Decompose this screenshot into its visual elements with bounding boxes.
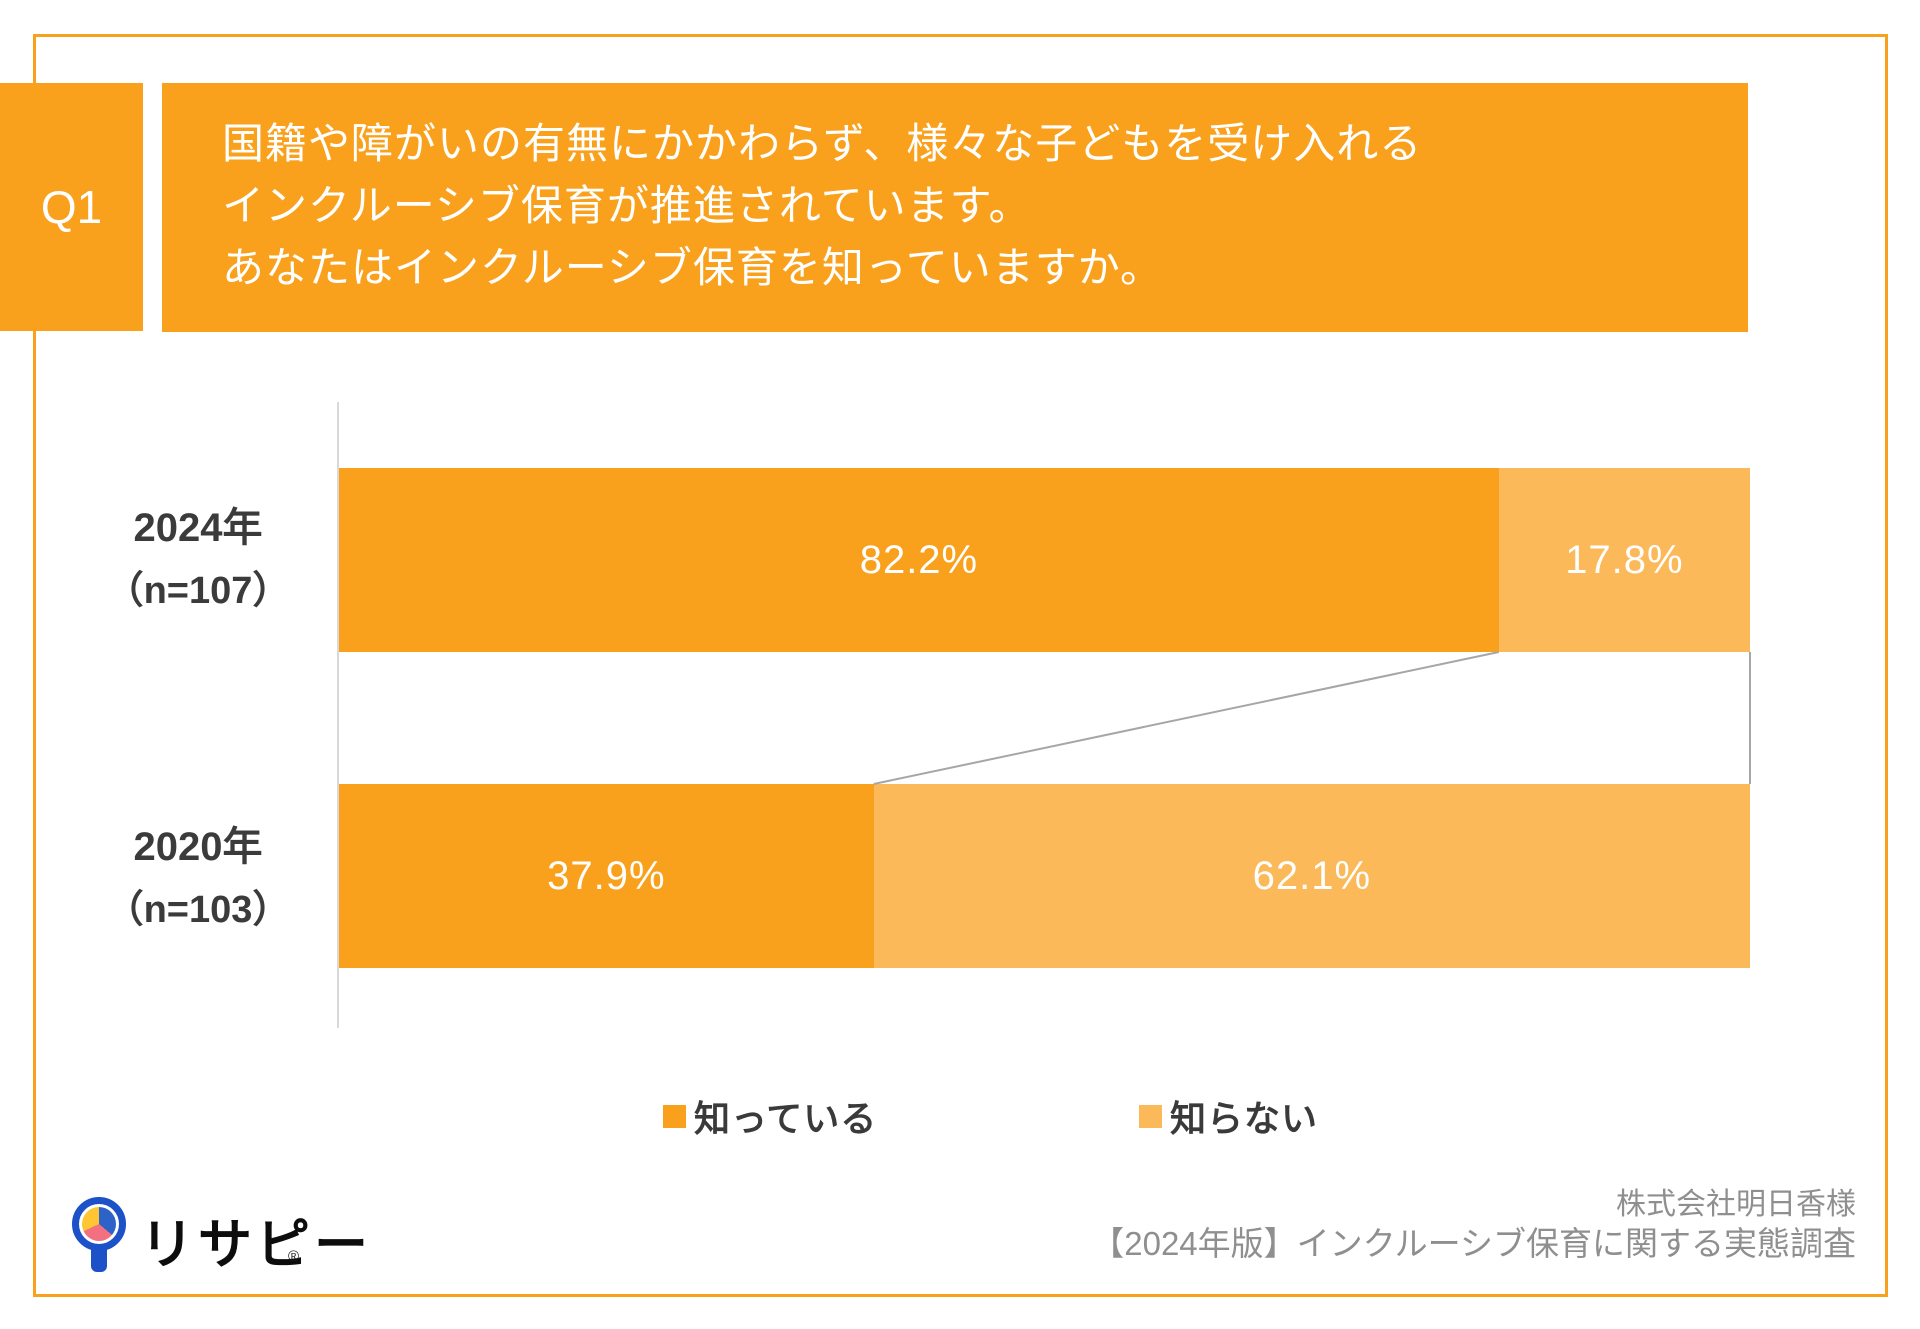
bar-2020-unknown-segment: 62.1% bbox=[873, 784, 1750, 968]
page-border-frame bbox=[33, 34, 1888, 1297]
bar-2020-know-segment: 37.9% bbox=[339, 784, 874, 968]
category-label-2024: 2024年 （n=107） bbox=[58, 505, 338, 615]
question-header: 国籍や障がいの有無にかかわらず、様々な子どもを受け入れる インクルーシブ保育が推… bbox=[162, 83, 1748, 332]
y-axis-line bbox=[337, 402, 339, 1028]
category-year-2020: 2020年 bbox=[133, 825, 263, 869]
logo-wordmark: リサピー bbox=[140, 1215, 372, 1275]
footer-credit: 株式会社明日香様 【2024年版】インクルーシブ保育に関する実態調査 bbox=[1091, 1186, 1856, 1264]
bar-2024-unknown-value: 17.8% bbox=[1565, 537, 1684, 582]
legend-swatch-unknown bbox=[1139, 1104, 1162, 1128]
bar-2020-know-value: 37.9% bbox=[547, 853, 666, 898]
legend-item-know: 知っている bbox=[663, 1098, 877, 1139]
category-n-2020: （n=103） bbox=[105, 889, 291, 931]
footer-survey-title: 【2024年版】インクルーシブ保育に関する実態調査 bbox=[1091, 1225, 1856, 1262]
bar-2024-know-segment: 82.2% bbox=[339, 468, 1499, 652]
legend-label-know: 知っている bbox=[694, 1098, 878, 1139]
question-text-line-2: インクルーシブ保育が推進されています。 bbox=[222, 182, 1032, 229]
legend-label-unknown: 知らない bbox=[1170, 1098, 1319, 1139]
question-text-line-3: あなたはインクルーシブ保育を知っていますか。 bbox=[222, 244, 1163, 291]
legend-swatch-know bbox=[663, 1104, 686, 1128]
category-year-2024: 2024年 bbox=[133, 506, 263, 550]
question-text-line-1: 国籍や障がいの有無にかかわらず、様々な子どもを受け入れる bbox=[222, 120, 1423, 167]
question-number-badge: Q1 bbox=[0, 83, 143, 331]
registered-trademark-symbol: ® bbox=[288, 1248, 300, 1265]
footer-client-name: 株式会社明日香様 bbox=[1616, 1188, 1856, 1221]
question-number-label: Q1 bbox=[40, 181, 103, 233]
bar-2024-know-value: 82.2% bbox=[859, 537, 979, 582]
category-label-2020: 2020年 （n=103） bbox=[58, 824, 338, 934]
bar-2020-unknown-value: 62.1% bbox=[1252, 853, 1372, 898]
legend-item-unknown: 知らない bbox=[1139, 1098, 1318, 1139]
bar-2020: 37.9% 62.1% bbox=[339, 784, 1750, 968]
logo-magnifier-handle bbox=[91, 1245, 107, 1272]
logo-magnifier-ring-icon bbox=[72, 1197, 126, 1251]
bar-2024: 82.2% 17.8% bbox=[339, 468, 1750, 652]
bar-2024-unknown-segment: 17.8% bbox=[1498, 468, 1750, 652]
category-n-2024: （n=107） bbox=[105, 570, 291, 612]
logo-pie-chart-icon bbox=[82, 1207, 116, 1241]
